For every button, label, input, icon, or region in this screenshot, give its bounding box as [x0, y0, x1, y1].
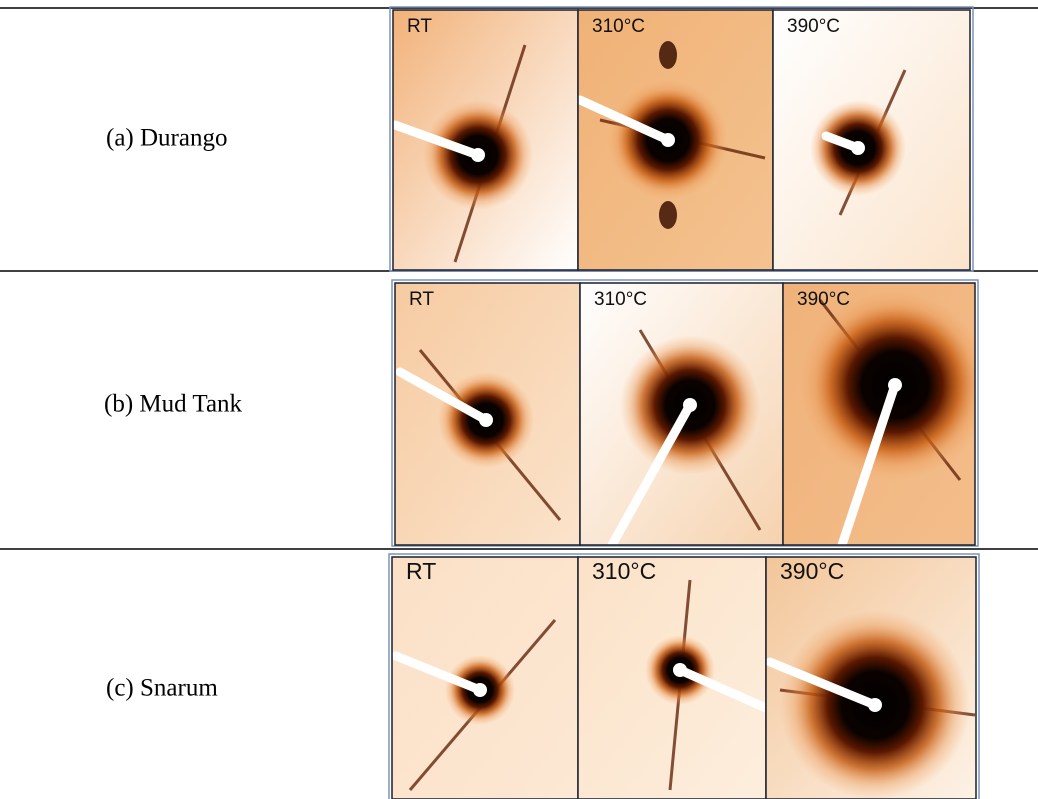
diffraction-panel: RT [392, 557, 578, 799]
beam-stop-tip [673, 663, 687, 677]
row-label: (c) Snarum [106, 675, 218, 702]
diffraction-panel: RT [393, 10, 578, 270]
panel-label: 310°C [592, 16, 645, 37]
diffraction-panel: 310°C [578, 10, 773, 270]
diffraction-spot [659, 201, 677, 229]
diffraction-panel: 390°C [766, 557, 976, 799]
panel-label: 390°C [780, 558, 844, 584]
beam-stop-tip [851, 141, 865, 155]
beam-stop-tip [471, 148, 485, 162]
row-label: (a) Durango [106, 125, 227, 152]
diffraction-panel: 310°C [580, 283, 783, 545]
diffraction-panel: 390°C [783, 283, 990, 545]
diffraction-panel: 390°C [773, 10, 970, 270]
row-label: (b) Mud Tank [104, 391, 243, 418]
panel-label: RT [407, 16, 432, 37]
panel-label: 390°C [797, 289, 850, 310]
diffraction-spot [659, 41, 677, 69]
beam-stop-tip [888, 378, 902, 392]
panel-label: RT [409, 289, 434, 310]
beam-stop-tip [661, 133, 675, 147]
beam-stop-tip [868, 698, 882, 712]
beam-stop-tip [473, 683, 487, 697]
beam-stop-tip [683, 398, 697, 412]
page: (a) Durango RT 310°C 390°C (b) Mud Tank RT 310… [0, 0, 1038, 799]
panel-label: 310°C [592, 558, 656, 584]
diffraction-panel: 310°C [578, 557, 766, 799]
panel-label: RT [406, 558, 436, 584]
diffraction-panel: RT [395, 283, 580, 545]
beam-stop-tip [479, 413, 493, 427]
panel-label: 310°C [594, 289, 647, 310]
figure-table: (a) Durango RT 310°C 390°C (b) Mud Tank RT 310… [0, 0, 1038, 799]
panel-label: 390°C [787, 16, 840, 37]
